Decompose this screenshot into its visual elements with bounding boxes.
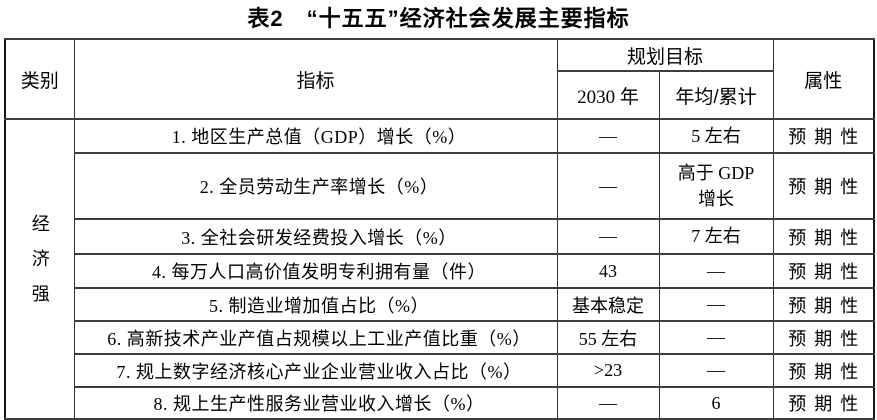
attribute-cell: 预期性 [772,118,875,154]
indicator-cell: 6. 高新技术产业产值占规模以上工业产值比重（%） [73,320,558,355]
value-annual-cell: 高于 GDP 增长 [658,152,774,220]
attribute-cell: 预期性 [772,253,875,289]
col-header-indicator: 指标 [73,38,558,120]
value-annual-cell: 5 左右 [658,118,774,154]
value-annual-cell: 7 左右 [658,218,774,255]
table-row: 2. 全员劳动生产率增长（%） — 高于 GDP 增长 预期性 [5,152,875,220]
value-2030-cell: — [556,218,660,255]
value-2030-cell: — [556,152,660,220]
table-body: 经济强 1. 地区生产总值（GDP）增长（%） — 5 左右 预期性 2. 全员… [4,118,875,420]
value-annual-cell: — [658,253,774,289]
attribute-cell: 预期性 [772,218,875,255]
value-annual-cell: 6 [658,386,774,420]
value-2030-cell: 55 左右 [556,320,660,355]
value-2030-cell: 43 [556,253,660,289]
table-row: 经济强 1. 地区生产总值（GDP）增长（%） — 5 左右 预期性 [4,118,875,420]
attribute-cell: 预期性 [772,320,875,355]
indicator-cell: 4. 每万人口高价值发明专利拥有量（件） [73,253,558,289]
indicator-cell: 3. 全社会研发经费投入增长（%） [73,218,558,255]
category-cell: 经济强 [4,118,75,420]
table-row: 6. 高新技术产业产值占规模以上工业产值比重（%） 55 左右 — 预期性 [5,320,875,355]
col-header-plan-target: 规划目标 [556,38,774,72]
table-row: 4. 每万人口高价值发明专利拥有量（件） 43 — 预期性 [5,253,875,289]
table-header: 类别 指标 规划目标 属性 2030 年 年均/累计 [4,38,875,120]
col-header-category: 类别 [4,38,75,120]
value-annual-cell: — [658,287,774,322]
category-label: 经济强 [29,214,50,319]
table-row: 3. 全社会研发经费投入增长（%） — 7 左右 预期性 [5,218,875,255]
indicator-cell: 2. 全员劳动生产率增长（%） [73,152,558,220]
attribute-cell: 预期性 [772,353,875,388]
attribute-cell: 预期性 [772,152,875,220]
indicator-cell: 7. 规上数字经济核心产业企业营业收入占比（%） [73,353,558,388]
header-row-top: 类别 指标 规划目标 属性 [4,38,875,120]
attribute-cell: 预期性 [772,386,875,420]
table-row: 8. 规上生产性服务业营业收入增长（%） — 6 预期性 [5,386,875,420]
table-title: 表2 “十五五”经济社会发展主要指标 [247,6,630,31]
col-header-annual-cumulative: 年均/累计 [658,70,774,120]
indicator-cell: 5. 制造业增加值占比（%） [73,287,558,322]
value-2030-cell: 基本稳定 [556,287,660,322]
table-row: 7. 规上数字经济核心产业企业营业收入占比（%） >23 — 预期性 [5,353,875,388]
value-2030-cell: — [556,386,660,420]
value-annual-cell: — [658,320,774,355]
table-row: 5. 制造业增加值占比（%） 基本稳定 — 预期性 [5,287,875,322]
indicator-cell: 8. 规上生产性服务业营业收入增长（%） [73,386,558,420]
value-2030-cell: — [556,118,660,154]
col-header-attribute: 属性 [772,38,875,120]
attribute-cell: 预期性 [772,287,875,322]
value-2030-cell: >23 [556,353,660,388]
header-row-sub: 2030 年 年均/累计 [5,70,874,120]
col-header-2030: 2030 年 [556,70,660,120]
value-annual-cell: — [658,353,774,388]
indicator-cell: 1. 地区生产总值（GDP）增长（%） [73,118,558,154]
indicators-table: 类别 指标 规划目标 属性 2030 年 年均/累计 经济强 1. 地区生产总值… [4,38,876,420]
